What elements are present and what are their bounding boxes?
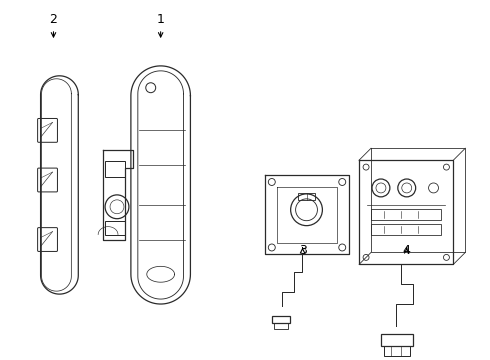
Text: 1: 1 <box>157 13 165 37</box>
Text: 3: 3 <box>298 244 306 257</box>
Bar <box>381 334 413 346</box>
Bar <box>272 316 290 323</box>
Bar <box>371 209 441 220</box>
Bar <box>105 221 125 235</box>
Bar <box>297 193 316 200</box>
Bar <box>105 161 125 177</box>
Bar <box>371 224 441 235</box>
Bar <box>274 323 288 329</box>
Bar <box>384 346 410 356</box>
Text: 4: 4 <box>403 244 411 257</box>
Text: 2: 2 <box>49 13 57 37</box>
